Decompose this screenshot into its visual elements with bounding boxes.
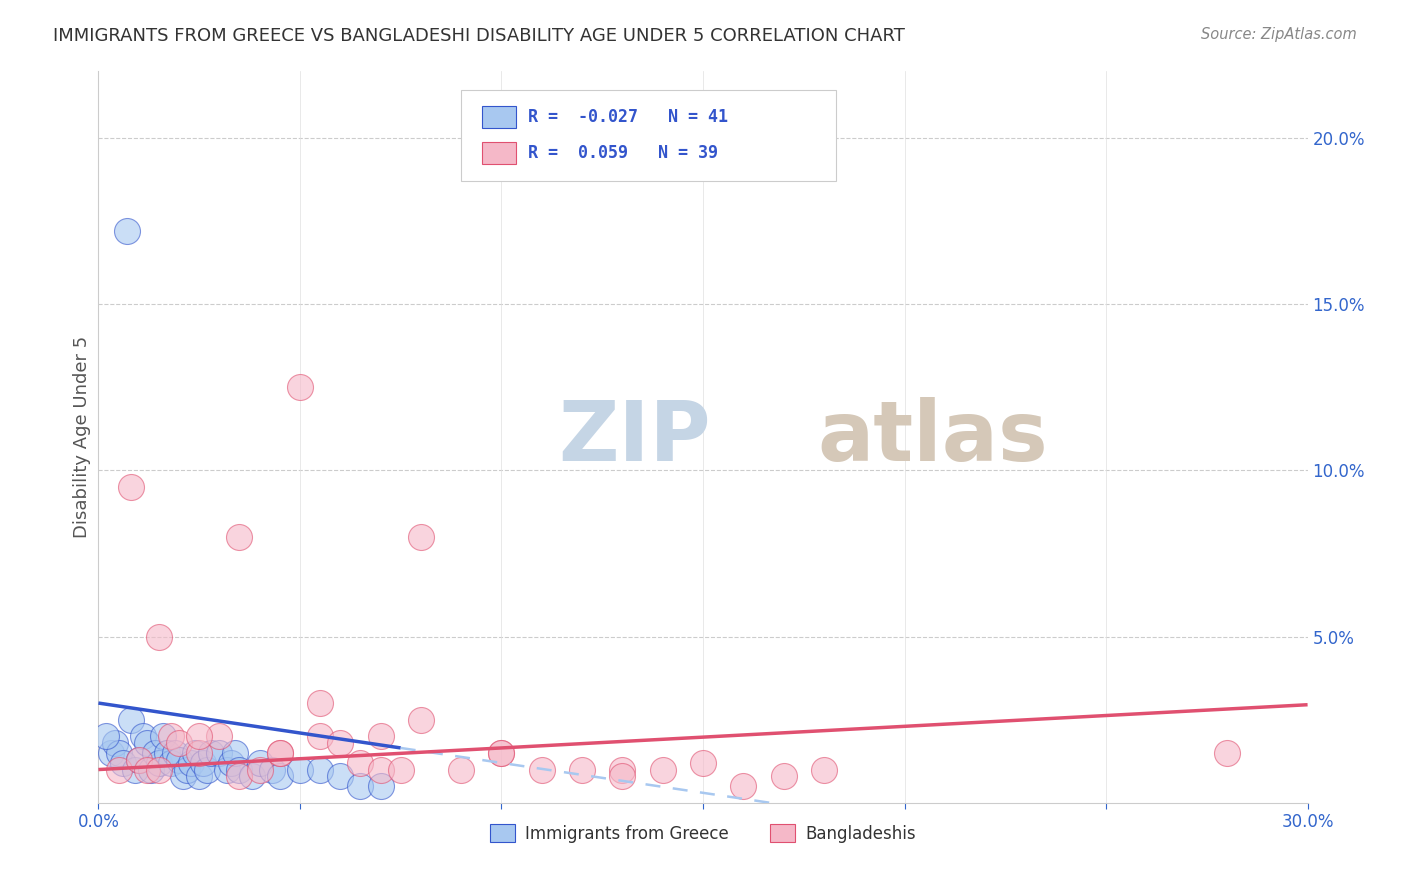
Point xyxy=(370,763,392,777)
Bar xyxy=(482,106,516,128)
Point xyxy=(571,763,593,777)
Point xyxy=(176,763,198,777)
Point xyxy=(349,756,371,770)
Point xyxy=(217,763,239,777)
Point xyxy=(733,779,755,793)
Point xyxy=(208,729,231,743)
Point xyxy=(389,763,412,777)
Point xyxy=(139,763,162,777)
Point xyxy=(124,763,146,777)
Point xyxy=(167,753,190,767)
Point xyxy=(148,630,170,644)
Point xyxy=(128,753,150,767)
Point xyxy=(240,769,263,783)
Point xyxy=(612,763,634,777)
Point xyxy=(135,763,157,777)
Point xyxy=(309,696,332,710)
Legend: Immigrants from Greece, Bangladeshis: Immigrants from Greece, Bangladeshis xyxy=(484,818,922,849)
Bar xyxy=(482,143,516,164)
Point xyxy=(156,746,179,760)
Point xyxy=(200,746,222,760)
Point xyxy=(107,763,129,777)
Point xyxy=(329,769,352,783)
Point xyxy=(224,746,246,760)
Point xyxy=(132,729,155,743)
Point xyxy=(120,713,142,727)
Point xyxy=(370,729,392,743)
Point xyxy=(260,763,283,777)
Point xyxy=(772,769,794,783)
Point xyxy=(180,756,202,770)
Point xyxy=(269,746,291,760)
Point xyxy=(184,746,207,760)
Point xyxy=(269,746,291,760)
Point xyxy=(228,530,250,544)
Text: IMMIGRANTS FROM GREECE VS BANGLADESHI DISABILITY AGE UNDER 5 CORRELATION CHART: IMMIGRANTS FROM GREECE VS BANGLADESHI DI… xyxy=(53,27,905,45)
Text: Source: ZipAtlas.com: Source: ZipAtlas.com xyxy=(1201,27,1357,42)
Point xyxy=(188,746,211,760)
Point xyxy=(409,713,432,727)
Point xyxy=(152,729,174,743)
Point xyxy=(491,746,513,760)
Point xyxy=(160,729,183,743)
Point xyxy=(1216,746,1239,760)
Point xyxy=(249,756,271,770)
Point xyxy=(221,756,243,770)
Point xyxy=(163,746,186,760)
Text: atlas: atlas xyxy=(818,397,1049,477)
Point xyxy=(193,756,215,770)
Text: R =  0.059   N = 39: R = 0.059 N = 39 xyxy=(527,145,717,162)
Point xyxy=(128,753,150,767)
Text: R =  -0.027   N = 41: R = -0.027 N = 41 xyxy=(527,108,728,126)
Text: ZIP: ZIP xyxy=(558,397,710,477)
Point xyxy=(148,756,170,770)
Y-axis label: Disability Age Under 5: Disability Age Under 5 xyxy=(73,336,91,538)
Point xyxy=(349,779,371,793)
Point xyxy=(100,746,122,760)
Point xyxy=(111,756,134,770)
Point xyxy=(651,763,673,777)
Point xyxy=(491,746,513,760)
Point xyxy=(188,729,211,743)
Point xyxy=(813,763,835,777)
FancyBboxPatch shape xyxy=(461,90,837,181)
Point xyxy=(249,763,271,777)
Point xyxy=(228,769,250,783)
Point xyxy=(148,763,170,777)
Point xyxy=(288,380,311,394)
Point xyxy=(309,729,332,743)
Point xyxy=(143,746,166,760)
Point xyxy=(208,746,231,760)
Point xyxy=(188,769,211,783)
Point xyxy=(530,763,553,777)
Point xyxy=(107,746,129,760)
Point xyxy=(450,763,472,777)
Point xyxy=(692,756,714,770)
Point xyxy=(120,480,142,494)
Point xyxy=(329,736,352,750)
Point xyxy=(167,736,190,750)
Point xyxy=(96,729,118,743)
Point xyxy=(288,763,311,777)
Point xyxy=(409,530,432,544)
Point xyxy=(195,763,218,777)
Point xyxy=(612,769,634,783)
Point xyxy=(370,779,392,793)
Point xyxy=(160,756,183,770)
Point xyxy=(115,224,138,238)
Point xyxy=(309,763,332,777)
Point xyxy=(103,736,125,750)
Point xyxy=(172,769,194,783)
Point xyxy=(269,769,291,783)
Point xyxy=(135,736,157,750)
Point xyxy=(228,763,250,777)
